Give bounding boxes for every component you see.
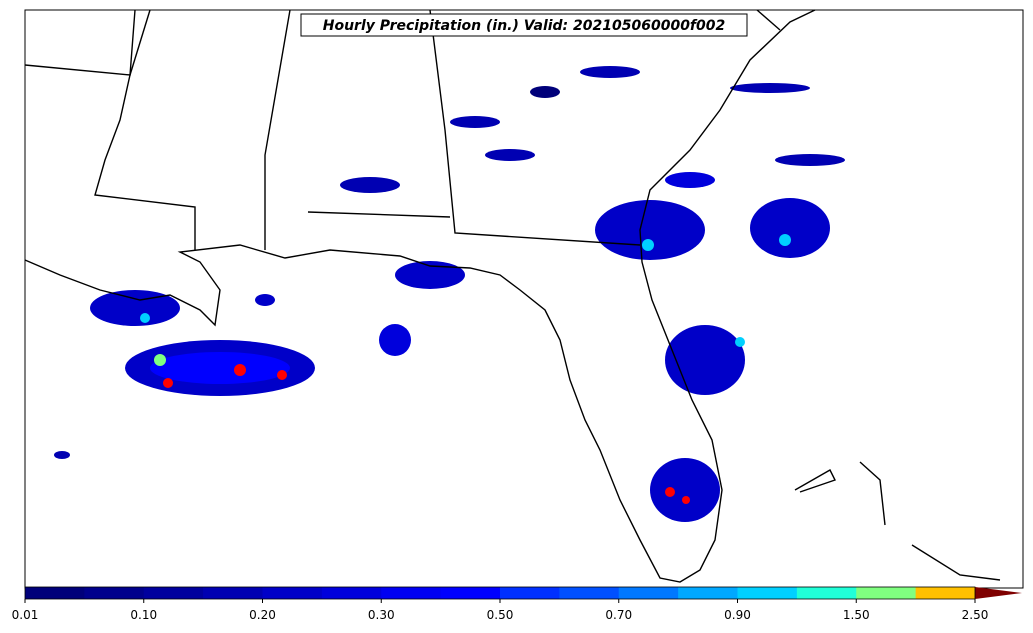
colorbar-tick-label: 0.50 xyxy=(487,608,514,622)
colorbar: 0.01 0.10 0.20 0.30 0.50 0.70 0.90 1.50 2.50 xyxy=(12,586,1022,622)
colorbar-tick-label: 0.90 xyxy=(724,608,751,622)
title-box xyxy=(300,13,748,37)
colorbar-segment xyxy=(143,587,204,599)
precipitation xyxy=(54,66,845,522)
colorbar-segment xyxy=(796,587,857,599)
colorbar-tick-label: 0.30 xyxy=(368,608,395,622)
colorbar-segment xyxy=(915,587,976,599)
colorbar-segment xyxy=(321,587,382,599)
colorbar-segment xyxy=(856,587,917,599)
colorbar-extend xyxy=(975,587,1022,599)
colorbar-segment xyxy=(500,587,560,599)
colorbar-segment xyxy=(262,587,323,599)
map-frame xyxy=(24,9,1024,589)
coastlines xyxy=(24,9,1001,583)
colorbar-tick-label: 0.10 xyxy=(130,608,157,622)
colorbar-segment xyxy=(559,587,620,599)
colorbar-tick-label: 2.50 xyxy=(962,608,989,622)
colorbar-segment xyxy=(618,587,679,599)
colorbar-segment xyxy=(25,587,85,599)
colorbar-segment xyxy=(440,587,501,599)
colorbar-tick-label: 0.20 xyxy=(249,608,276,622)
colorbar-segment xyxy=(84,587,145,599)
colorbar-segment xyxy=(203,587,263,599)
colorbar-tick-label: 1.50 xyxy=(843,608,870,622)
colorbar-segment xyxy=(678,587,738,599)
colorbar-tick-label: 0.70 xyxy=(605,608,632,622)
colorbar-tick-label: 0.01 xyxy=(12,608,39,622)
colorbar-segment xyxy=(737,587,798,599)
map-title: Hourly Precipitation (in.) Valid: 202105… xyxy=(323,18,726,34)
colorbar-segment xyxy=(381,587,442,599)
